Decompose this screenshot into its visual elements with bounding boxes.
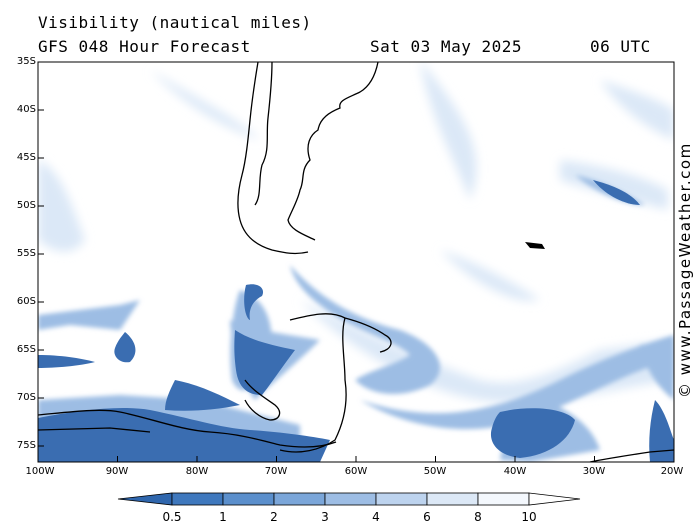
colorbar-label: 3 — [321, 510, 329, 524]
colorbar-label: 6 — [423, 510, 431, 524]
lat-label: 65S — [16, 344, 36, 355]
forecast-time: 06 UTC — [590, 37, 651, 56]
colorbar-label: 4 — [372, 510, 380, 524]
colorbar — [117, 492, 581, 506]
lat-label: 60S — [16, 296, 36, 307]
forecast-date: Sat 03 May 2025 — [370, 37, 522, 56]
colorbar-label: 1 — [219, 510, 227, 524]
lat-label: 70S — [16, 392, 36, 403]
lon-label: 20W — [660, 466, 684, 477]
lon-label: 50W — [423, 466, 447, 477]
coastline — [38, 62, 674, 462]
lat-label: 40S — [16, 104, 36, 115]
colorbar-label: 8 — [474, 510, 482, 524]
lon-label: 40W — [503, 466, 527, 477]
visibility-field — [38, 62, 674, 462]
forecast-subtitle: GFS 048 Hour Forecast — [38, 37, 251, 56]
lon-label: 60W — [344, 466, 368, 477]
lon-label: 100W — [25, 466, 55, 477]
axis-ticks — [37, 61, 675, 462]
lat-label: 75S — [16, 440, 36, 451]
lat-label: 35S — [16, 56, 36, 67]
lon-label: 70W — [264, 466, 288, 477]
lat-label: 50S — [16, 200, 36, 211]
map-title: Visibility (nautical miles) — [38, 13, 312, 32]
colorbar-label: 10 — [521, 510, 537, 524]
lon-label: 30W — [582, 466, 606, 477]
colorbar-label: 2 — [270, 510, 278, 524]
lat-label: 55S — [16, 248, 36, 259]
colorbar-label: 0.5 — [162, 510, 182, 524]
lon-label: 90W — [105, 466, 129, 477]
lat-label: 45S — [16, 152, 36, 163]
lon-label: 80W — [185, 466, 209, 477]
